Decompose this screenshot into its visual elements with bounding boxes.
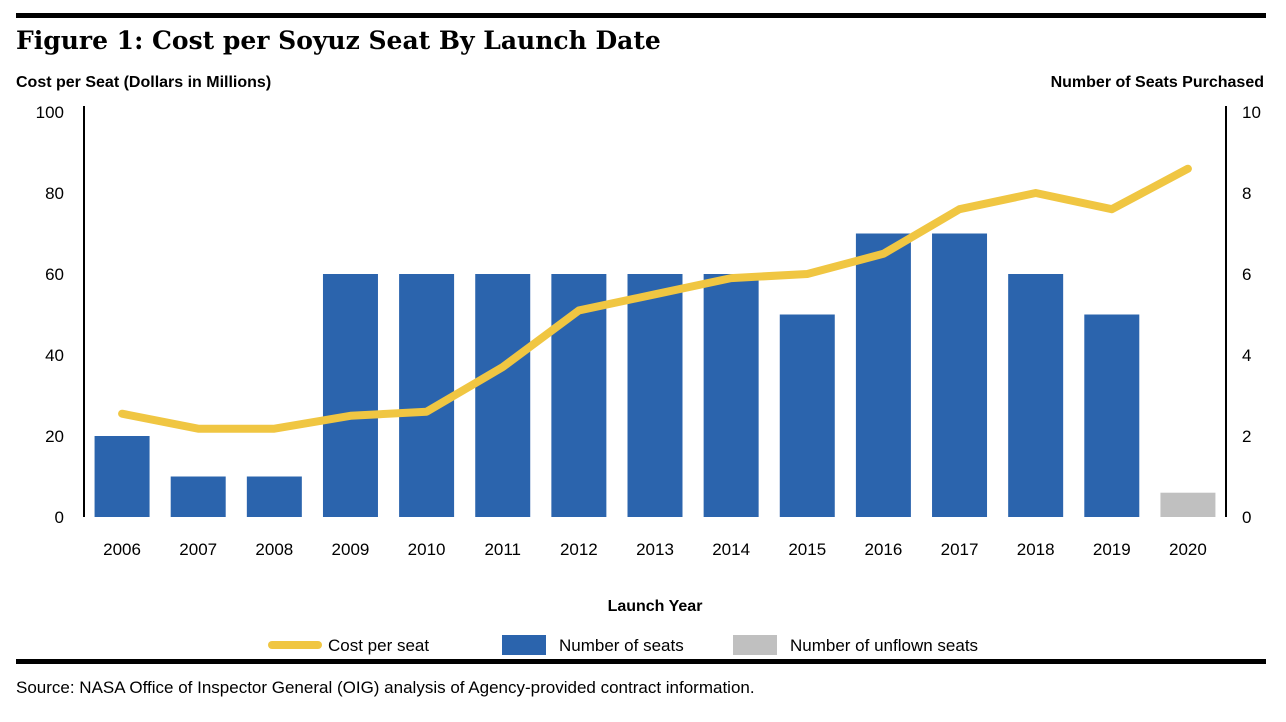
x-tick-label: 2016 [864,540,902,559]
x-tick-label: 2007 [179,540,217,559]
seat-bar [170,476,226,517]
seat-bar [1008,274,1064,517]
left-tick-label: 60 [45,265,64,284]
x-tick-label: 2020 [1169,540,1207,559]
right-tick-label: 4 [1242,346,1251,365]
seat-bar [475,274,531,517]
left-tick-label: 100 [36,103,64,122]
x-tick-label: 2017 [941,540,979,559]
cost-per-seat-line [118,164,1192,433]
seat-bar [94,436,150,517]
top-rule [16,13,1266,18]
left-tick-label: 20 [45,427,64,446]
x-tick-label: 2009 [332,540,370,559]
seat-bar [855,233,911,517]
x-axis-title: Launch Year [608,598,703,615]
x-tick-label: 2008 [255,540,293,559]
right-tick-label: 8 [1242,184,1251,203]
legend-seats-swatch [502,635,546,655]
x-tick-label: 2018 [1017,540,1055,559]
seat-bar [703,274,759,517]
right-tick-label: 10 [1242,103,1261,122]
x-tick-label: 2013 [636,540,674,559]
seat-bar [322,274,378,517]
unflown-seat-bar [1160,492,1216,517]
right-tick-label: 0 [1242,508,1251,527]
seat-bar [1084,314,1140,517]
right-tick-label: 6 [1242,265,1251,284]
left-tick-label: 80 [45,184,64,203]
x-tick-label: 2019 [1093,540,1131,559]
left-tick-label: 0 [55,508,64,527]
x-tick-label: 2012 [560,540,598,559]
legend-label: Number of seats [559,636,684,655]
x-tick-label: 2015 [788,540,826,559]
seat-bar [627,274,683,517]
legend-unflown-swatch [733,635,777,655]
seat-bar [932,233,988,517]
x-tick-label: 2014 [712,540,750,559]
left-axis-title: Cost per Seat (Dollars in Millions) [16,74,272,91]
x-tick-label: 2011 [484,540,521,559]
left-tick-label: 40 [45,346,64,365]
seat-bar [779,314,835,517]
legend-label: Number of unflown seats [790,636,978,655]
seat-bar [246,476,302,517]
seat-bar [399,274,455,517]
right-axis-title: Number of Seats Purchased [1050,74,1264,91]
source-note: Source: NASA Office of Inspector General… [16,678,755,697]
x-tick-label: 2010 [408,540,446,559]
figure-title: Figure 1: Cost per Soyuz Seat By Launch … [16,26,661,55]
legend-label: Cost per seat [328,636,429,655]
x-tick-label: 2006 [103,540,141,559]
right-tick-label: 2 [1242,427,1251,446]
bottom-rule [16,659,1266,664]
